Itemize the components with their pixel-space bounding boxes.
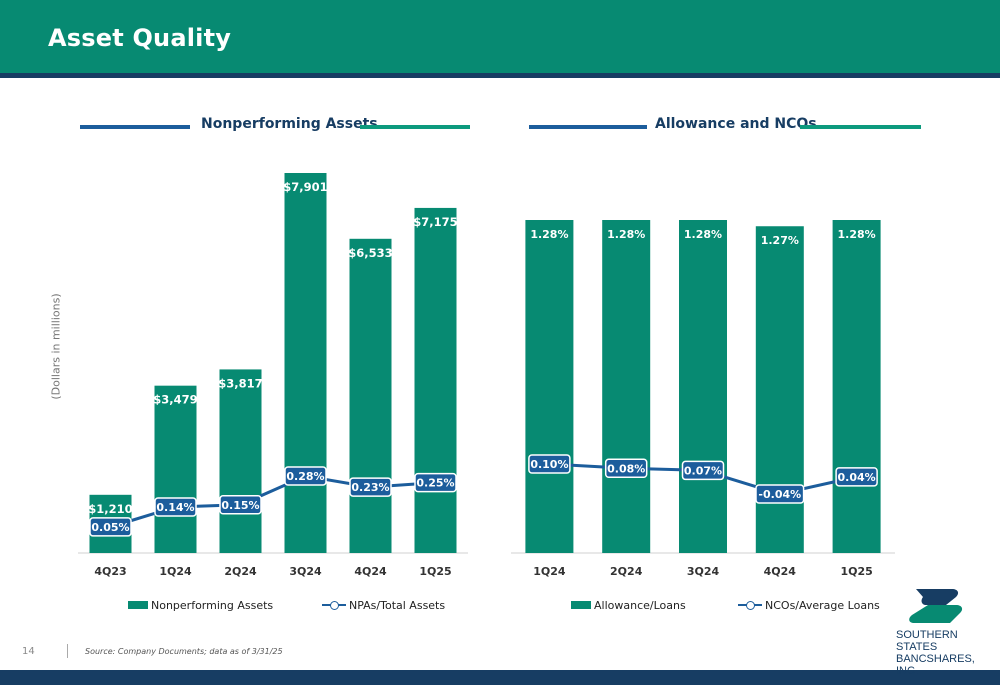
x-tick-label: 1Q24 (159, 565, 192, 578)
legend-line-marker (738, 600, 762, 610)
left-chart-title: Nonperforming Assets (201, 116, 378, 132)
x-tick-label: 4Q23 (94, 565, 126, 578)
line-point-label-box (154, 497, 197, 517)
header-bar: Asset Quality (0, 0, 1000, 78)
legend-label: NCOs/Average Loans (765, 598, 880, 612)
bar-value-label: $7,901 (283, 180, 327, 194)
line-point-label: 0.07% (684, 464, 722, 477)
bar-nonperforming-assets (154, 385, 197, 553)
page-title: Asset Quality (48, 24, 232, 52)
right-chart-heading: Allowance and NCOs (529, 116, 921, 136)
bar-value-label: 1.28% (530, 228, 568, 241)
x-tick-label: 3Q24 (687, 565, 720, 578)
bar-allowance-loans (602, 220, 651, 553)
legend-bar-swatch (571, 601, 591, 609)
line-point-label: 0.08% (607, 462, 645, 475)
line-point-label-box (835, 467, 878, 487)
line-point-label-box (604, 458, 648, 479)
heading-rule-left (529, 125, 647, 129)
x-tick-label: 1Q25 (840, 565, 872, 578)
x-tick-label: 4Q24 (354, 565, 387, 578)
bar-nonperforming-assets (284, 173, 327, 553)
line-point-label-box (681, 460, 725, 481)
heading-rule-left (80, 125, 190, 129)
legend-item-allowance-loans: Allowance/Loans (571, 599, 686, 612)
bar-value-label: 1.28% (684, 228, 722, 241)
bar-value-label: 1.28% (607, 228, 645, 241)
line-point-label-box (414, 472, 457, 493)
logo-line-2: BANCSHARES, INC. (896, 653, 975, 677)
bar-nonperforming-assets (349, 238, 392, 554)
line-point-label-box (284, 466, 327, 486)
company-logo: SOUTHERN STATES BANCSHARES, INC. (896, 585, 986, 677)
bar-nonperforming-assets (219, 369, 262, 553)
legend-label: Nonperforming Assets (151, 598, 274, 612)
logo-mark-icon (909, 589, 963, 623)
line-point-label-box (528, 454, 571, 474)
line-point-label-box (755, 484, 805, 504)
bar-value-label: $3,817 (218, 376, 262, 390)
legend-label: Allowance/Loans (594, 598, 686, 612)
bottom-bar (0, 670, 1000, 685)
legend-bar-swatch (128, 601, 148, 609)
x-tick-label: 2Q24 (224, 565, 257, 578)
bar-allowance-loans (832, 220, 881, 553)
legend-item-nonperforming-assets: Nonperforming Assets (128, 599, 273, 612)
line-point-label-box (219, 495, 262, 515)
legend-label: NPAs/Total Assets (349, 598, 446, 612)
bar-allowance-loans (525, 220, 574, 553)
bar-allowance-loans (679, 220, 727, 553)
line-point-label: 0.10% (530, 458, 568, 471)
bar-value-label: $3,479 (153, 393, 197, 407)
x-tick-label: 2Q24 (610, 565, 643, 578)
bar-nonperforming-assets (414, 207, 457, 553)
footer-divider (67, 644, 68, 658)
line-point-label: 0.23% (351, 481, 389, 494)
line-point-label: 0.28% (286, 470, 324, 483)
legend-item-ncos-average-loans: NCOs/Average Loans (738, 599, 880, 612)
line-point-label: 0.25% (416, 477, 454, 490)
left-chart-heading: Nonperforming Assets (80, 116, 470, 136)
bar-value-label: 1.27% (761, 234, 799, 247)
bar-allowance-loans (755, 226, 804, 553)
logo-wordmark: SOUTHERN STATES BANCSHARES, INC. (896, 629, 986, 677)
bar-value-label: $1,210 (88, 502, 132, 516)
bar-value-label: 1.28% (838, 228, 876, 241)
line-point-label: 0.14% (156, 501, 194, 514)
line-point-label: 0.05% (91, 521, 129, 534)
logo-line-1: SOUTHERN STATES (896, 629, 958, 653)
legend-item-npas-total-assets: NPAs/Total Assets (322, 599, 445, 612)
line-point-label: 0.04% (838, 471, 876, 484)
x-tick-label: 4Q24 (764, 565, 797, 578)
bar-value-label: $6,533 (348, 246, 392, 260)
page-number: 14 (22, 646, 35, 657)
heading-rule-right (360, 125, 470, 129)
line-point-label: 0.15% (221, 499, 259, 512)
x-tick-label: 1Q24 (533, 565, 566, 578)
x-tick-label: 3Q24 (289, 565, 322, 578)
source-note: Source: Company Documents; data as of 3/… (85, 647, 283, 656)
bar-value-label: $7,175 (413, 215, 457, 229)
legend-line-marker (322, 600, 346, 610)
heading-rule-right (800, 125, 921, 129)
line-point-label: -0.04% (758, 488, 801, 501)
line-point-label-box (89, 517, 132, 537)
line-point-label-box (349, 477, 392, 497)
x-tick-label: 1Q25 (419, 565, 451, 578)
right-chart-title: Allowance and NCOs (655, 116, 817, 132)
